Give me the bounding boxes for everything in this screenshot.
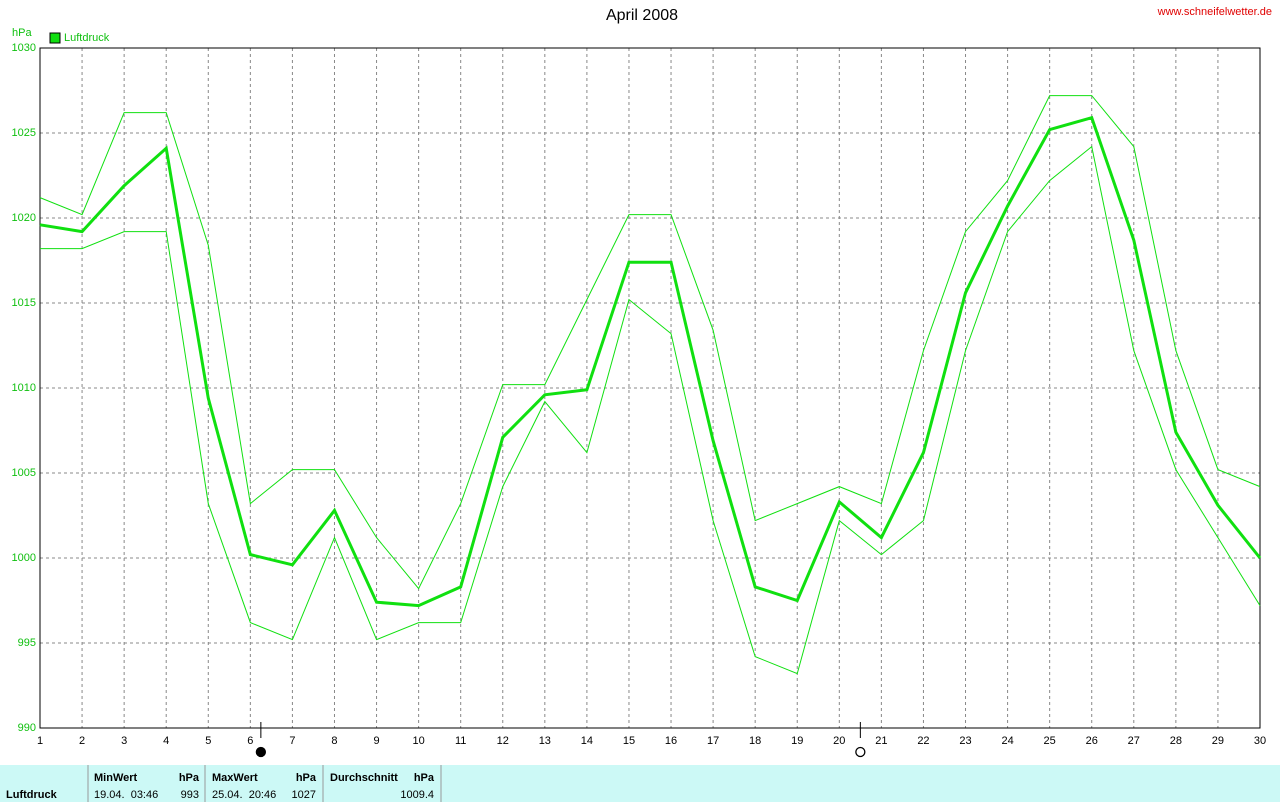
summary-unit: hPa bbox=[179, 772, 200, 784]
plot-border bbox=[39, 47, 1261, 729]
y-tick-label: 1000 bbox=[12, 552, 36, 564]
x-tick-label: 30 bbox=[1254, 735, 1266, 747]
x-tick-label: 24 bbox=[1001, 735, 1013, 747]
x-tick-label: 7 bbox=[289, 735, 295, 747]
summary-value: 1009.4 bbox=[400, 789, 434, 801]
x-tick-label: 17 bbox=[707, 735, 719, 747]
summary-value: 993 bbox=[181, 789, 199, 801]
x-tick-label: 22 bbox=[917, 735, 929, 747]
summary-header: MaxWert bbox=[212, 772, 258, 784]
y-tick-label: 990 bbox=[18, 722, 36, 734]
x-tick-label: 14 bbox=[581, 735, 593, 747]
x-tick-label: 27 bbox=[1128, 735, 1140, 747]
summary-label: Luftdruck bbox=[6, 789, 58, 801]
line bbox=[39, 115, 1262, 608]
x-tick-label: 2 bbox=[79, 735, 85, 747]
x-tick-label: 23 bbox=[959, 735, 971, 747]
x-tick-label: 1 bbox=[37, 735, 43, 747]
legend-label: Luftdruck bbox=[64, 32, 110, 44]
x-tick-label: 12 bbox=[497, 735, 509, 747]
y-tick-label: 1020 bbox=[12, 212, 36, 224]
summary-header: Durchschnitt bbox=[330, 772, 398, 784]
line bbox=[40, 145, 1261, 675]
x-tick-label: 21 bbox=[875, 735, 887, 747]
x-tick-label: 16 bbox=[665, 735, 677, 747]
x-tick-label: 10 bbox=[412, 735, 424, 747]
x-tick-label: 11 bbox=[455, 735, 466, 747]
y-tick-label: 1015 bbox=[12, 297, 36, 309]
moon-marker bbox=[255, 746, 267, 758]
summary-time: 25.04. 20:46 bbox=[212, 789, 276, 801]
source: www.schneifelwetter.de bbox=[1157, 6, 1272, 18]
chart-title: April 2008 bbox=[606, 7, 678, 24]
summary-header: MinWert bbox=[94, 772, 138, 784]
summary-background bbox=[0, 765, 1280, 802]
x-tick-label: 9 bbox=[373, 735, 379, 747]
x-tick-label: 26 bbox=[1086, 735, 1098, 747]
y-tick-label: 1030 bbox=[12, 42, 36, 54]
x-tick-label: 4 bbox=[163, 735, 169, 747]
x-tick-label: 28 bbox=[1170, 735, 1182, 747]
legend-swatch bbox=[49, 32, 61, 44]
x-tick-label: 8 bbox=[331, 735, 337, 747]
x-tick-label: 18 bbox=[749, 735, 761, 747]
y-tick-label: 995 bbox=[18, 637, 36, 649]
y-tick-label: 1005 bbox=[12, 467, 36, 479]
summary-value: 1027 bbox=[292, 789, 316, 801]
x-tick-label: 3 bbox=[121, 735, 127, 747]
x-tick-label: 15 bbox=[623, 735, 635, 747]
summary-unit: hPa bbox=[296, 772, 317, 784]
y-tick-label: 1025 bbox=[12, 127, 36, 139]
x-tick-label: 29 bbox=[1212, 735, 1224, 747]
x-tick-label: 19 bbox=[791, 735, 803, 747]
x-tick-label: 25 bbox=[1044, 735, 1056, 747]
x-tick-label: 5 bbox=[205, 735, 211, 747]
moon-marker bbox=[855, 746, 866, 758]
x-tick-label: 20 bbox=[833, 735, 845, 747]
summary-unit: hPa bbox=[414, 772, 435, 784]
y-tick-label: 1010 bbox=[12, 382, 36, 394]
x-tick-label: 6 bbox=[247, 735, 253, 747]
summary-time: 19.04. 03:46 bbox=[94, 789, 158, 801]
y-axis-label: hPa bbox=[12, 27, 32, 39]
line bbox=[39, 95, 1261, 590]
x-tick-label: 13 bbox=[539, 735, 551, 747]
